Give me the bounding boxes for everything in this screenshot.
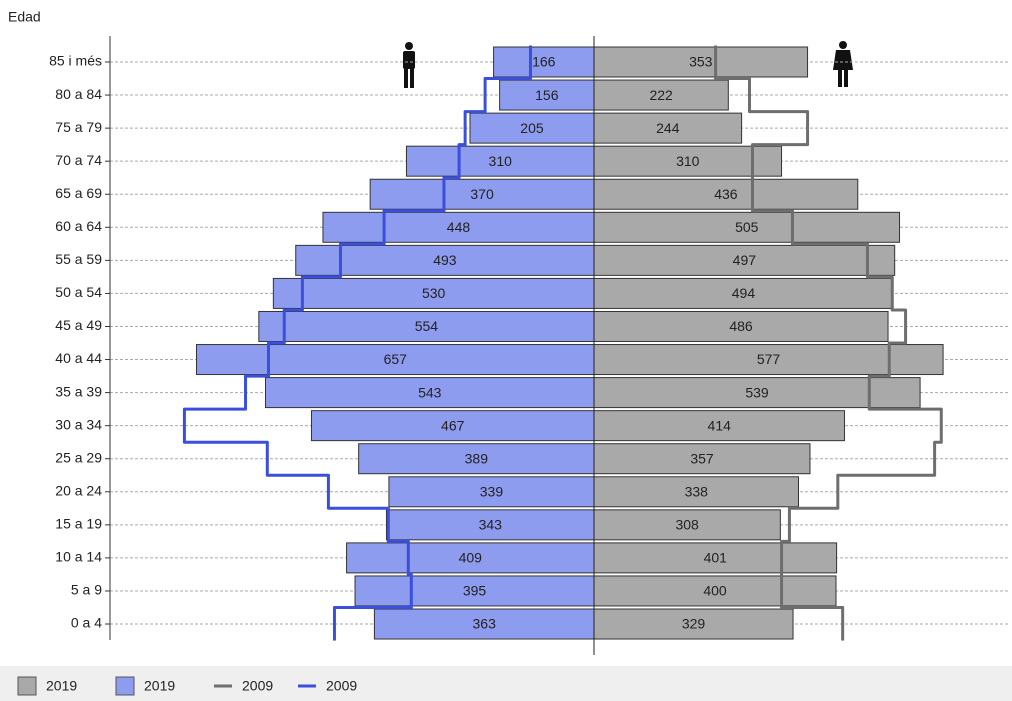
bar (358, 443, 595, 475)
legend-label: 2019 (46, 678, 77, 694)
y-tick-label: 70 a 74 (55, 152, 102, 168)
data-label: 343 (479, 517, 503, 533)
y-tick-label: 35 a 39 (55, 383, 102, 399)
data-label: 543 (418, 384, 442, 400)
y-tick-label: 10 a 14 (55, 549, 102, 565)
bar (264, 377, 595, 409)
y-tick-label: 0 a 4 (71, 615, 102, 631)
data-label: 310 (489, 153, 513, 169)
y-tick-label: 25 a 29 (55, 449, 102, 465)
legend-swatch (115, 676, 135, 696)
legend-label: 2019 (144, 678, 175, 694)
bar (593, 509, 781, 541)
data-label: 156 (535, 87, 559, 103)
data-label: 353 (689, 54, 713, 70)
data-label: 166 (532, 54, 556, 70)
y-tick-label: 80 a 84 (55, 86, 102, 102)
data-label: 554 (415, 318, 439, 334)
data-label: 467 (441, 417, 465, 433)
y-tick-label: 60 a 64 (55, 218, 102, 234)
data-label: 339 (480, 483, 504, 499)
data-label: 357 (690, 450, 714, 466)
y-axis-title: Edad (8, 9, 41, 25)
data-label: 497 (733, 252, 757, 268)
bar (405, 145, 595, 177)
data-label: 493 (433, 252, 457, 268)
data-label: 389 (465, 450, 489, 466)
data-label: 310 (676, 153, 700, 169)
bar (354, 575, 595, 607)
bar (593, 443, 811, 475)
data-label: 505 (735, 219, 759, 235)
bar (593, 377, 921, 409)
bar (593, 46, 809, 78)
data-label: 539 (745, 384, 769, 400)
legend-background (0, 666, 1012, 701)
data-label: 414 (708, 417, 732, 433)
bar (593, 112, 743, 144)
legend-label: 2009 (242, 678, 273, 694)
bar (593, 79, 729, 111)
bar (385, 509, 595, 541)
bar (593, 244, 896, 276)
data-label: 308 (675, 517, 699, 533)
data-label: 494 (732, 285, 756, 301)
y-tick-label: 15 a 19 (55, 516, 102, 532)
bar (373, 608, 595, 640)
data-label: 370 (470, 186, 494, 202)
data-label: 400 (703, 583, 727, 599)
bar (593, 608, 794, 640)
y-tick-label: 55 a 59 (55, 251, 102, 267)
y-tick-label: 85 i més (49, 53, 102, 69)
bar (593, 410, 845, 442)
female-icon (833, 41, 853, 87)
data-label: 395 (463, 583, 487, 599)
data-label: 401 (704, 550, 728, 566)
y-tick-label: 30 a 34 (55, 416, 102, 432)
data-label: 338 (685, 483, 709, 499)
legend-swatch (17, 676, 37, 696)
bar (196, 344, 595, 376)
data-label: 436 (714, 186, 738, 202)
bar (593, 344, 944, 376)
data-label: 486 (729, 318, 753, 334)
bar (322, 211, 595, 243)
bar (388, 476, 595, 508)
data-label: 205 (520, 120, 544, 136)
data-label: 363 (473, 616, 497, 632)
y-tick-label: 50 a 54 (55, 284, 102, 300)
data-label: 448 (447, 219, 471, 235)
y-tick-label: 65 a 69 (55, 185, 102, 201)
legend-label: 2009 (326, 678, 357, 694)
y-tick-label: 20 a 24 (55, 482, 102, 498)
data-label: 409 (459, 550, 483, 566)
data-label: 577 (757, 351, 781, 367)
data-label: 657 (384, 351, 408, 367)
male-icon (403, 42, 415, 88)
bar (593, 277, 894, 309)
y-tick-label: 5 a 9 (71, 582, 102, 598)
data-label: 329 (682, 616, 706, 632)
y-tick-label: 40 a 44 (55, 350, 102, 366)
y-tick-label: 45 a 49 (55, 317, 102, 333)
data-label: 222 (649, 87, 673, 103)
data-label: 530 (422, 285, 446, 301)
bar (369, 178, 595, 210)
bar (593, 145, 783, 177)
bar (593, 476, 799, 508)
bar (272, 277, 595, 309)
bar (499, 79, 595, 111)
bar (593, 211, 901, 243)
data-label: 244 (656, 120, 680, 136)
bar (593, 178, 859, 210)
bar (258, 310, 595, 342)
bar (469, 112, 595, 144)
y-tick-label: 75 a 79 (55, 119, 102, 135)
